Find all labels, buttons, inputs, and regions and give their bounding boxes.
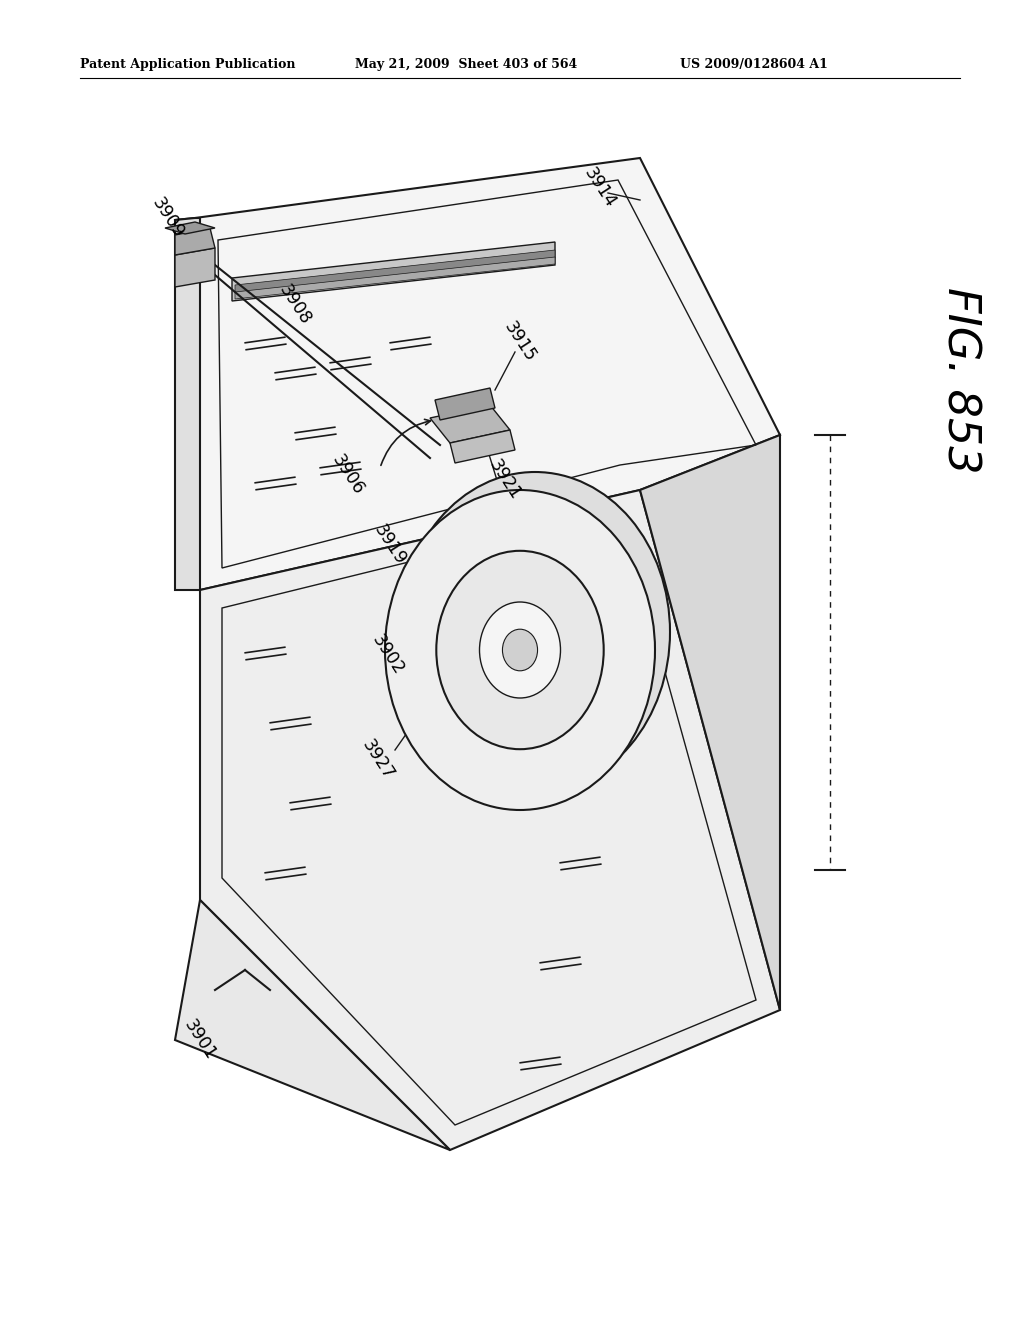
Text: 3927: 3927 [358,737,397,783]
Ellipse shape [436,550,604,750]
Ellipse shape [503,630,538,671]
Polygon shape [175,218,200,590]
Polygon shape [435,388,495,420]
Text: US 2009/0128604 A1: US 2009/0128604 A1 [680,58,827,71]
Text: 3909: 3909 [148,194,187,242]
Polygon shape [232,242,555,301]
Text: FIG. 853: FIG. 853 [939,286,981,474]
Text: 3915: 3915 [501,318,540,366]
Polygon shape [234,257,555,300]
Polygon shape [175,228,215,255]
Ellipse shape [400,473,670,792]
Polygon shape [175,900,450,1150]
Text: 3901: 3901 [180,1016,219,1064]
Polygon shape [175,248,215,286]
Polygon shape [450,430,515,463]
Polygon shape [200,490,780,1150]
Text: 3921: 3921 [485,457,524,503]
Text: Patent Application Publication: Patent Application Publication [80,58,296,71]
Text: 3902: 3902 [369,631,408,678]
Text: 3919: 3919 [371,521,410,569]
Text: May 21, 2009  Sheet 403 of 564: May 21, 2009 Sheet 403 of 564 [355,58,578,71]
Ellipse shape [385,490,655,810]
Polygon shape [165,222,215,234]
Ellipse shape [479,602,560,698]
Polygon shape [640,436,780,1010]
Polygon shape [234,249,555,293]
Polygon shape [430,405,510,444]
Polygon shape [175,158,780,590]
Text: 3914: 3914 [581,165,620,211]
Text: 3908: 3908 [275,281,314,329]
Text: 3906: 3906 [329,451,368,499]
